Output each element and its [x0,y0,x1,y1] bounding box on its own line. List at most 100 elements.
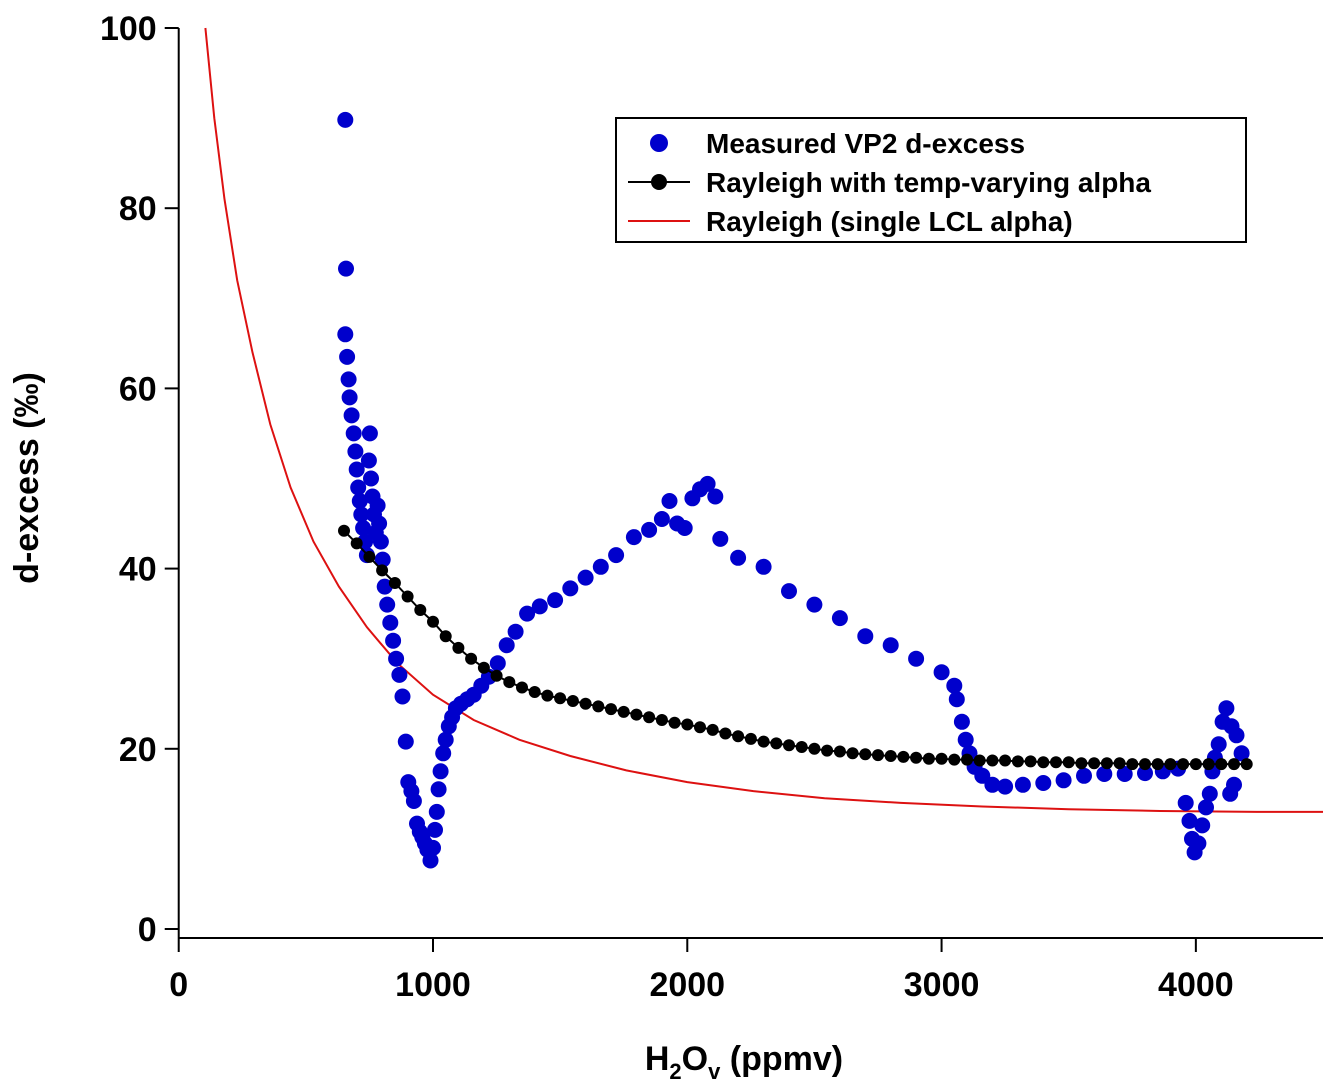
series-line-2 [204,27,1323,813]
measured-point [699,475,716,492]
measured-point [519,605,536,622]
measured-point [369,497,386,514]
measured-point [857,628,874,645]
measured-point [562,580,579,597]
temp-varying-point [910,751,923,764]
legend-marker-temp-varying [651,174,667,190]
temp-varying-point [541,689,554,702]
measured-point [343,407,360,424]
y-tick-label: 40 [119,551,157,589]
measured-point [427,821,443,838]
temp-varying-point [439,630,452,643]
temp-varying-point [477,661,490,674]
measured-point [382,614,399,631]
measured-point [422,852,439,869]
measured-point [498,637,515,654]
x-axis-title-sub-v: v [708,1059,721,1084]
temp-varying-point [516,681,528,694]
temp-varying-point [948,753,961,766]
y-tick-label: 60 [119,370,157,408]
measured-point [1035,775,1052,791]
measured-point [547,592,564,609]
temp-varying-point [681,718,694,731]
measured-point [388,650,405,667]
temp-varying-point [592,700,605,713]
temp-varying-point [630,708,643,721]
temp-varying-point [1037,756,1050,769]
y-axis-title: d-excess (‰) [8,372,46,584]
temp-varying-point [1100,757,1113,770]
measured-point [1137,765,1153,782]
measured-point [908,650,925,667]
series-line-1 [343,530,1247,766]
measured-point [430,781,447,798]
y-tick-label: 0 [138,911,157,949]
measured-point [1190,835,1207,852]
measured-point [806,596,823,613]
measured-point [1222,785,1239,802]
measured-point [641,521,658,538]
legend-box [615,117,1247,243]
measured-point [347,443,364,460]
temp-varying-point [401,590,414,603]
measured-point [351,493,368,509]
temp-varying-point [1202,758,1215,771]
temp-varying-point [719,727,732,740]
measured-point [355,520,372,536]
legend-label-temp-varying: Rayleigh with temp-varying alpha [706,167,1151,198]
measured-point [625,529,642,546]
measured-point [1194,817,1211,834]
measured-point [391,666,408,683]
measured-point [1116,766,1133,782]
temp-varying-point [897,750,910,763]
measured-point [653,511,670,527]
measured-point [425,839,441,856]
measured-point [489,655,506,672]
measured-point [592,558,609,575]
measured-point [755,558,772,575]
temp-varying-point [706,723,719,736]
x-tick-label: 1000 [395,966,471,1004]
temp-varying-point [490,669,503,682]
measured-point [372,533,389,550]
temp-varying-point [1113,757,1126,770]
measured-point [831,610,848,627]
measured-point [385,632,402,649]
x-tick-label: 3000 [904,966,980,1004]
x-axis-title: H2Ov (ppmv) [645,1040,843,1084]
x-axis-title-h: H [645,1040,670,1078]
x-axis-title-units: (ppmv) [720,1040,843,1078]
temp-varying-point [363,550,376,563]
measured-point [577,569,594,586]
temp-varying-point [859,748,872,761]
measured-point [360,452,377,469]
measured-point [984,776,1001,793]
legend: Measured VP2 d-excess Rayleigh with temp… [615,117,1247,243]
temp-varying-point [935,752,948,765]
measured-point [348,461,365,478]
x-tick-label: 2000 [649,966,725,1004]
temp-varying-point [961,753,973,766]
measured-point [933,664,950,681]
temp-varying-point [757,735,770,748]
temp-varying-point [1177,758,1190,771]
x-tick-label: 4000 [1158,966,1234,1004]
measured-point [435,745,452,762]
measured-point [405,793,422,809]
temp-varying-point [821,744,834,757]
temp-varying-point [1228,758,1240,771]
measured-point [350,479,367,496]
measured-point [340,371,357,388]
measured-point [376,578,393,595]
temp-varying-point [338,524,350,537]
temp-varying-point [1240,758,1253,771]
measured-point [507,623,524,640]
temp-varying-point [465,652,478,665]
temp-varying-point [973,754,986,767]
measured-point [730,549,747,566]
measured-point [379,596,396,613]
x-axis-title-sub-2: 2 [669,1059,681,1084]
measured-point [1233,745,1250,762]
temp-varying-point [744,732,757,745]
